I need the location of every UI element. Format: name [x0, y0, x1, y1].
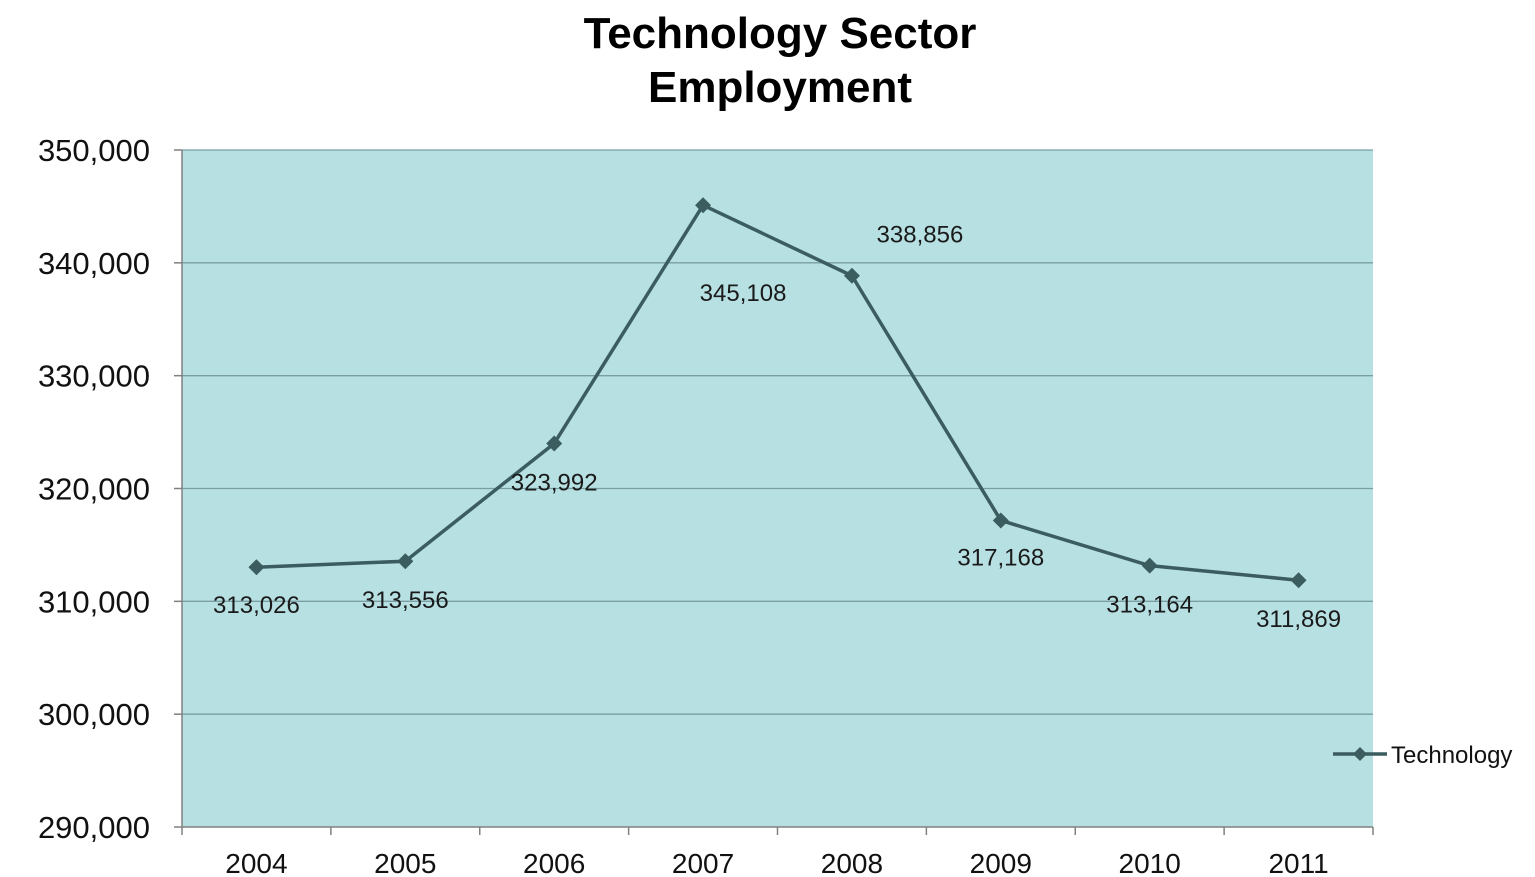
data-labels: 313,026 313,556 323,992 345,108 338,856 317,1… — [213, 222, 1341, 634]
legend-marker-diamond — [1353, 747, 1367, 761]
chart-title-line-1: Technology Sector — [584, 9, 977, 58]
x-tick-label: 2009 — [970, 848, 1032, 877]
x-tick-label: 2004 — [225, 848, 287, 877]
data-point-marker — [843, 267, 860, 284]
data-label: 313,556 — [362, 587, 449, 614]
data-point-marker — [397, 553, 414, 570]
series-line — [256, 203, 1299, 582]
x-tick-label: 2008 — [821, 848, 883, 877]
chart-title: Technology Sector Employment — [584, 9, 977, 112]
data-point-marker — [1141, 557, 1158, 574]
gridlines — [182, 149, 1373, 715]
y-tick-label: 350,000 — [38, 133, 150, 168]
x-tick-label: 2006 — [523, 848, 585, 877]
data-point-marker — [546, 435, 563, 452]
data-point-marker — [248, 559, 265, 576]
y-tick-label: 310,000 — [38, 584, 150, 619]
data-label: 323,992 — [511, 469, 598, 496]
legend-label-technology: Technology — [1391, 742, 1512, 769]
y-tick-label: 330,000 — [38, 359, 150, 394]
y-tick-label: 290,000 — [38, 810, 150, 845]
data-label: 313,164 — [1106, 592, 1193, 619]
x-tick-label: 2010 — [1119, 848, 1181, 877]
data-point-marker — [992, 512, 1009, 529]
series-technology — [248, 197, 1307, 589]
x-axis-ticks: 2004 2005 2006 2007 2008 2009 2010 2011 — [181, 827, 1374, 877]
chart-title-line-2: Employment — [648, 63, 912, 112]
data-label: 311,869 — [1256, 606, 1341, 633]
y-tick-label: 300,000 — [38, 697, 150, 732]
y-tick-label: 320,000 — [38, 472, 150, 507]
data-point-marker — [695, 197, 712, 214]
data-label: 345,108 — [700, 280, 787, 307]
data-label: 338,856 — [877, 222, 964, 249]
legend: Technology — [1333, 742, 1512, 769]
y-tick-label: 340,000 — [38, 246, 150, 281]
y-axis-ticks: 290,000 300,000 310,000 320,000 330,000 340,0… — [38, 133, 182, 845]
data-label: 317,168 — [957, 544, 1044, 571]
data-point-marker — [1290, 572, 1307, 589]
data-label: 313,026 — [213, 592, 300, 619]
x-tick-label: 2007 — [672, 848, 734, 877]
x-tick-label: 2011 — [1268, 848, 1328, 877]
x-tick-label: 2005 — [374, 848, 436, 877]
